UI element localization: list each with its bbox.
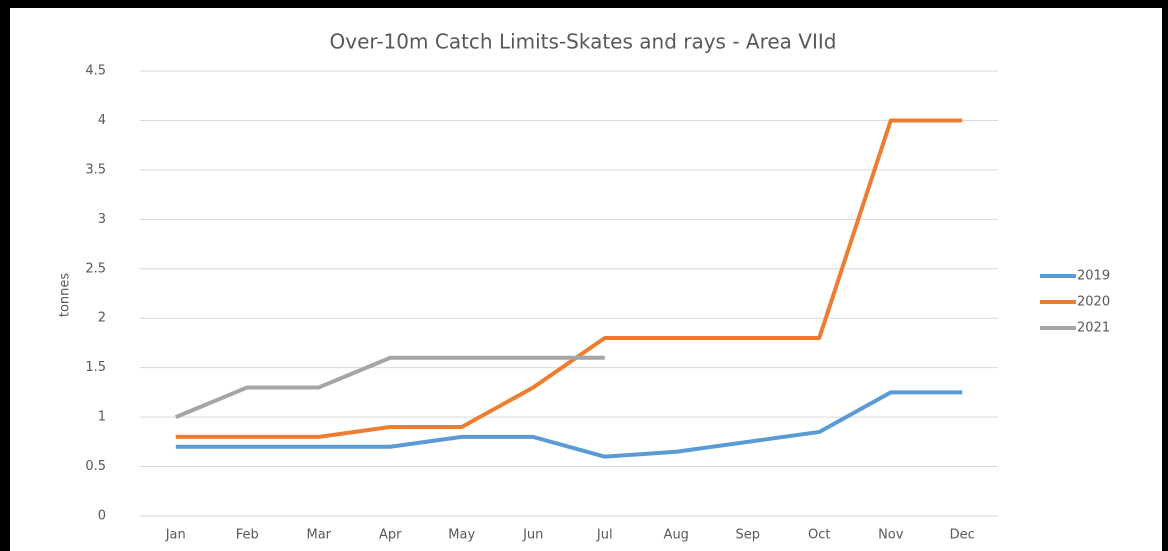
y-tick-label: 2.5 [85, 261, 106, 276]
x-tick-label: Nov [878, 528, 904, 543]
y-axis-label: tonnes [58, 273, 73, 318]
x-tick-label: Sep [735, 528, 760, 543]
series-line [175, 118, 963, 439]
x-tick-label: Feb [236, 528, 259, 543]
x-tick-label: Jun [522, 528, 543, 543]
y-tick-label: 1.5 [85, 360, 106, 375]
series-line [174, 355, 605, 419]
y-tick-label: 2 [98, 311, 106, 326]
legend-label: 2020 [1077, 295, 1110, 310]
legend-label: 2021 [1077, 321, 1110, 336]
x-tick-label: Apr [379, 528, 402, 543]
y-tick-label: 0 [98, 509, 106, 524]
y-tick-label: 4 [98, 113, 106, 128]
x-tick-label: May [448, 528, 475, 543]
y-tick-label: 0.5 [85, 459, 106, 474]
series-line [175, 390, 963, 459]
chart-title: Over-10m Catch Limits-Skates and rays - … [330, 30, 837, 54]
legend-label: 2019 [1077, 269, 1110, 284]
x-tick-label: Aug [664, 528, 689, 543]
chart-background [10, 8, 1162, 551]
x-tick-label: Oct [808, 528, 830, 543]
y-tick-label: 3 [98, 212, 106, 227]
x-tick-label: Mar [306, 528, 331, 543]
x-tick-label: Dec [950, 528, 975, 543]
x-tick-label: Jan [165, 528, 186, 543]
y-tick-label: 1 [98, 410, 106, 425]
y-tick-label: 4.5 [85, 64, 106, 79]
x-tick-label: Jul [596, 528, 613, 543]
y-tick-label: 3.5 [85, 162, 106, 177]
